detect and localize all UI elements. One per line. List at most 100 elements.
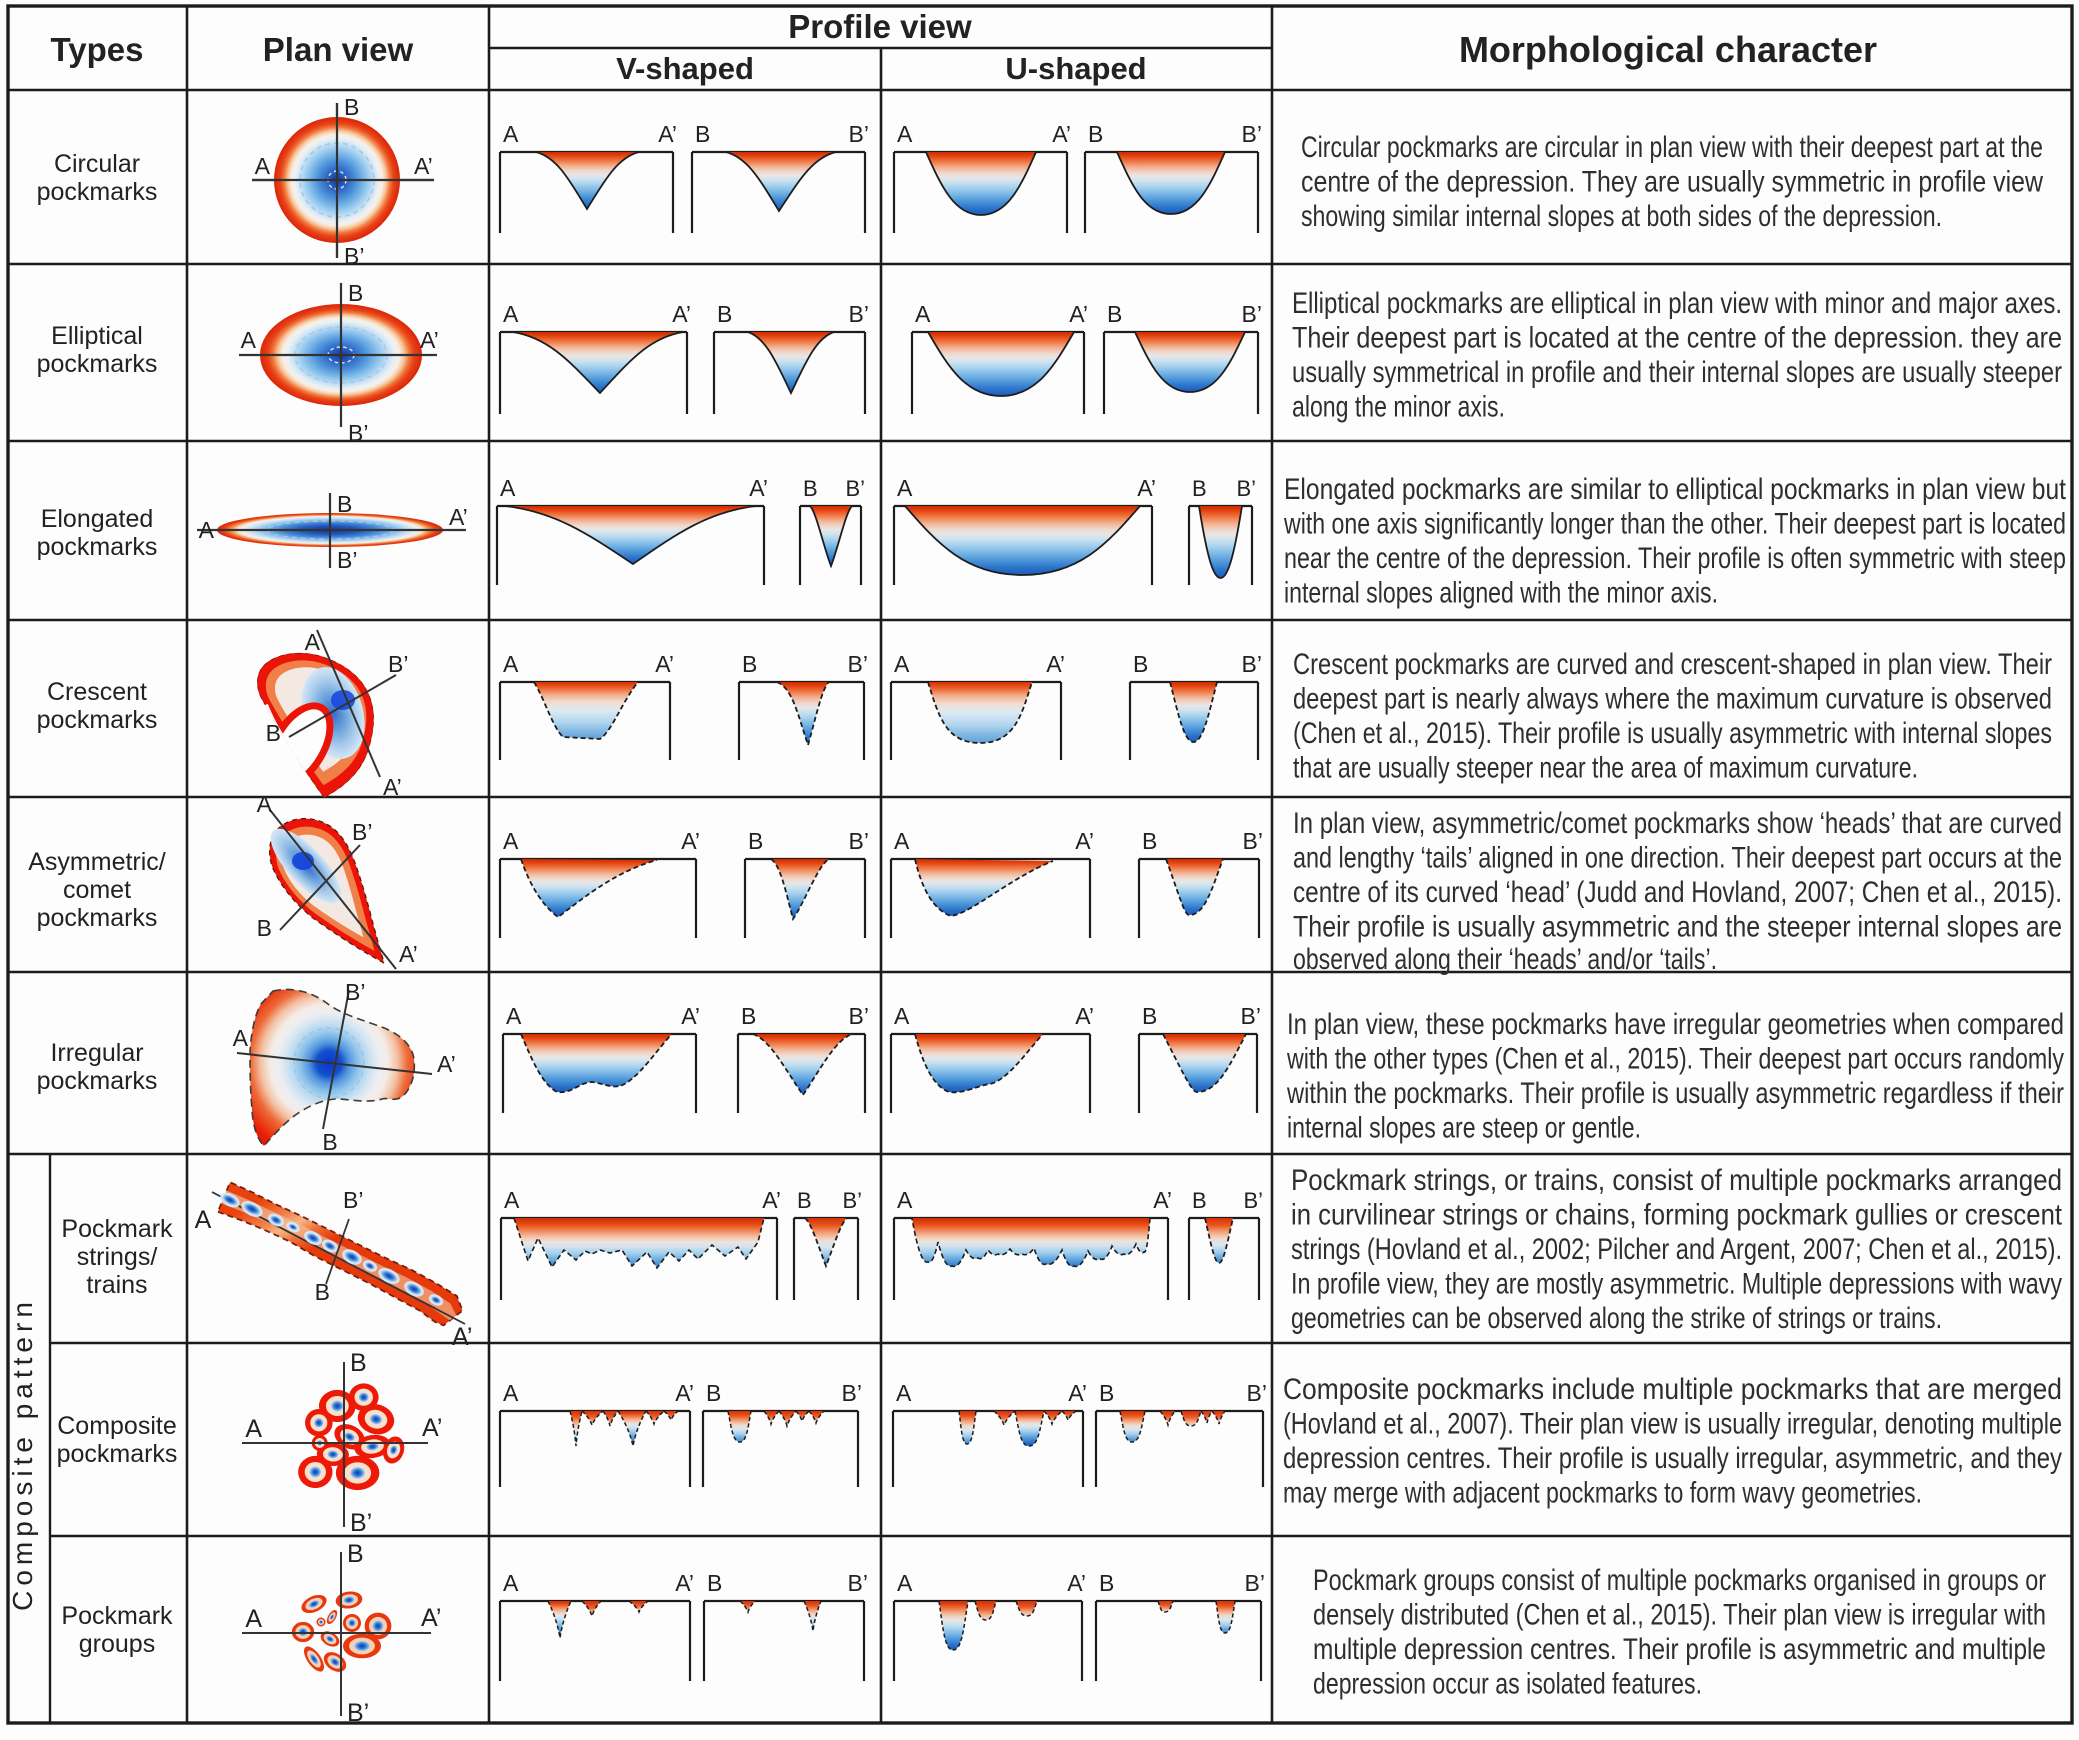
svg-text:internal slopes are steep or g: internal slopes are steep or gentle. [1287, 1112, 1641, 1145]
svg-text:with one axis significantly lo: with one axis significantly longer than … [1283, 508, 2066, 541]
svg-text:V-shaped: V-shaped [616, 51, 754, 86]
svg-text:A’: A’ [681, 828, 700, 854]
svg-text:B’: B’ [1243, 1188, 1263, 1213]
svg-text:A: A [503, 651, 519, 677]
svg-text:Pockmark groups consist of mul: Pockmark groups consist of multiple pock… [1313, 1564, 2046, 1597]
svg-text:B’: B’ [1243, 828, 1263, 854]
svg-text:in curvilinear strings or chai: in curvilinear strings or chains, formin… [1291, 1199, 2063, 1232]
svg-text:strings (Hovland et al., 2002;: strings (Hovland et al., 2002; Pilcher a… [1291, 1233, 2062, 1266]
svg-text:B: B [706, 1380, 721, 1406]
svg-text:B’: B’ [842, 1380, 862, 1406]
svg-text:A: A [195, 1206, 212, 1234]
svg-text:Composite pockmarks include mu: Composite pockmarks include multiple poc… [1283, 1373, 2062, 1406]
svg-text:trains: trains [86, 1271, 147, 1299]
svg-text:A’: A’ [437, 1051, 456, 1077]
svg-text:A’: A’ [1069, 301, 1088, 327]
svg-text:pockmarks: pockmarks [37, 904, 158, 932]
svg-text:B: B [717, 301, 732, 327]
svg-text:B: B [1142, 1003, 1157, 1029]
svg-text:B: B [257, 915, 272, 941]
svg-text:pockmarks: pockmarks [37, 533, 158, 561]
svg-text:A’: A’ [1067, 1570, 1086, 1596]
svg-text:Irregular: Irregular [50, 1039, 143, 1067]
svg-text:Elongated pockmarks are simila: Elongated pockmarks are similar to ellip… [1284, 473, 2067, 506]
svg-text:A: A [504, 1187, 520, 1213]
svg-text:B’: B’ [352, 819, 372, 845]
svg-text:Circular pockmarks are circula: Circular pockmarks are circular in plan … [1301, 131, 2043, 164]
svg-text:B’: B’ [1242, 121, 1262, 147]
svg-text:B: B [803, 476, 818, 501]
svg-text:B: B [348, 280, 363, 306]
svg-text:A: A [503, 1570, 519, 1596]
svg-text:Profile view: Profile view [788, 8, 972, 45]
svg-text:B’: B’ [1242, 301, 1262, 327]
svg-text:B’: B’ [344, 243, 364, 269]
svg-text:within the pockmarks. Their pr: within the pockmarks. Their profile is u… [1286, 1077, 2064, 1110]
svg-text:A’: A’ [449, 504, 468, 530]
svg-text:A: A [894, 1003, 910, 1029]
svg-text:B: B [707, 1570, 722, 1596]
svg-text:In plan view, asymmetric/comet: In plan view, asymmetric/comet pockmarks… [1293, 807, 2062, 840]
svg-text:A: A [500, 475, 516, 501]
svg-text:A’: A’ [749, 475, 768, 501]
svg-text:B: B [695, 121, 710, 147]
svg-text:B’: B’ [343, 1187, 363, 1213]
svg-text:B: B [1088, 121, 1103, 147]
svg-text:pockmarks: pockmarks [37, 350, 158, 378]
svg-text:Circular: Circular [54, 150, 140, 178]
svg-text:Their deepest part is located: Their deepest part is located at the cen… [1292, 322, 2062, 355]
svg-text:may merge with adjacent pockma: may merge with adjacent pockmarks to for… [1283, 1477, 1922, 1510]
svg-text:along the minor axis.: along the minor axis. [1292, 391, 1505, 424]
svg-text:(Chen et al., 2015). Their pro: (Chen et al., 2015). Their profile is us… [1293, 717, 2052, 750]
svg-text:A’: A’ [658, 121, 677, 147]
svg-text:A’: A’ [422, 1414, 442, 1442]
svg-text:A: A [506, 1003, 522, 1029]
svg-text:A: A [257, 791, 273, 817]
svg-text:usually symmetrical in profile: usually symmetrical in profile and their… [1292, 356, 2062, 389]
svg-text:showing similar internal slope: showing similar internal slopes at both … [1301, 200, 1942, 233]
svg-text:near the centre of the depress: near the centre of the depression. Their… [1284, 542, 2066, 575]
svg-text:A’: A’ [1153, 1187, 1172, 1213]
svg-text:B: B [742, 651, 757, 677]
svg-text:B: B [741, 1003, 756, 1029]
svg-text:A’: A’ [762, 1187, 781, 1213]
svg-text:Composite pattern: Composite pattern [7, 1297, 38, 1611]
svg-text:Elliptical: Elliptical [51, 322, 143, 350]
svg-text:B: B [1099, 1380, 1114, 1406]
svg-text:and lengthy ‘tails’ aligned in: and lengthy ‘tails’ aligned in one direc… [1293, 842, 2062, 875]
svg-text:B’: B’ [849, 121, 869, 147]
svg-text:B’: B’ [845, 476, 865, 501]
svg-text:B’: B’ [842, 1188, 862, 1213]
svg-text:centre of its curved ‘head’ (J: centre of its curved ‘head’ (Judd and Ho… [1293, 876, 2062, 909]
svg-text:with the other types (Chen et: with the other types (Chen et al., 2015)… [1286, 1043, 2064, 1076]
svg-text:A’: A’ [1052, 121, 1071, 147]
svg-text:pockmarks: pockmarks [37, 1067, 158, 1095]
svg-text:B: B [1142, 828, 1157, 854]
svg-text:B’: B’ [1247, 1380, 1267, 1406]
svg-text:A’: A’ [1137, 475, 1156, 501]
svg-text:B’: B’ [345, 979, 365, 1005]
svg-text:B: B [344, 94, 359, 120]
svg-text:B’: B’ [1242, 651, 1262, 677]
svg-text:Pockmark: Pockmark [61, 1215, 173, 1243]
svg-text:A’: A’ [421, 1604, 441, 1632]
svg-text:(Hovland et al., 2007). Their: (Hovland et al., 2007). Their plan view … [1283, 1408, 2062, 1441]
svg-text:A: A [897, 1187, 913, 1213]
svg-text:pockmarks: pockmarks [37, 178, 158, 206]
svg-text:In profile view, they are most: In profile view, they are mostly asymmet… [1291, 1268, 2062, 1301]
svg-text:A’: A’ [420, 327, 439, 353]
svg-text:A: A [245, 1415, 262, 1443]
svg-text:A: A [233, 1025, 249, 1051]
svg-text:B: B [1099, 1570, 1114, 1596]
svg-text:Pockmark: Pockmark [61, 1602, 173, 1630]
svg-text:multiple depression centres. T: multiple depression centres. Their profi… [1313, 1633, 2046, 1666]
svg-text:Their profile is usually asymm: Their profile is usually asymmetric and … [1293, 911, 2062, 944]
svg-text:B’: B’ [1245, 1570, 1265, 1596]
svg-text:strings/: strings/ [77, 1243, 158, 1271]
svg-text:A’: A’ [1075, 828, 1094, 854]
svg-text:Composite: Composite [57, 1412, 177, 1440]
svg-text:A: A [255, 153, 271, 179]
svg-text:pockmarks: pockmarks [37, 706, 158, 734]
svg-text:Plan view: Plan view [263, 31, 414, 68]
svg-text:B’: B’ [1236, 476, 1256, 501]
